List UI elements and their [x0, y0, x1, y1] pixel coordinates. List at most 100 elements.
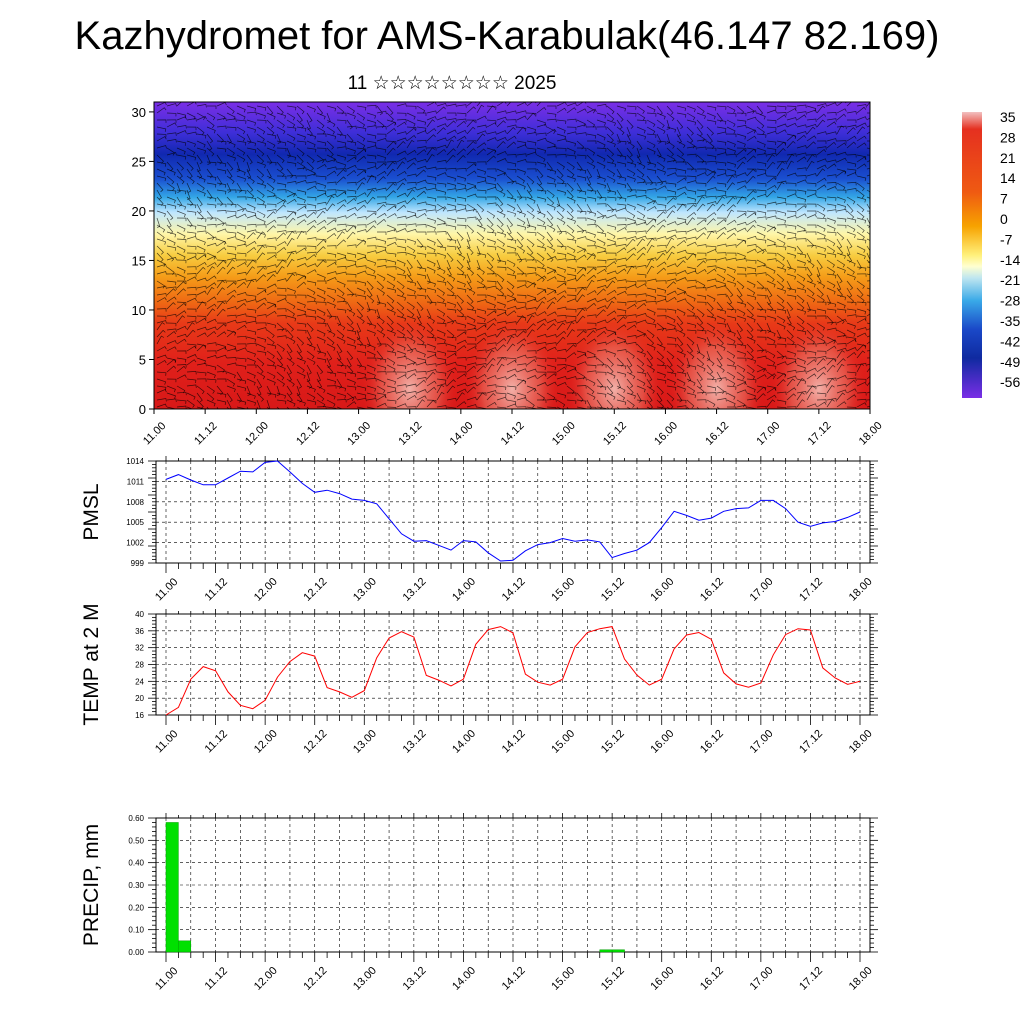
panel-y-tick-label: 32 — [135, 644, 144, 653]
precip-bar — [599, 949, 613, 953]
panel-x-tick-label: 12.12 — [301, 576, 329, 604]
colorbar-label: 0 — [1000, 211, 1008, 227]
panel-x-tick-label: 18.00 — [847, 576, 875, 604]
panel-x-tick-label: 12.12 — [301, 728, 329, 756]
panel-grid — [156, 613, 870, 716]
precip-bar — [178, 940, 192, 953]
panel-ylabel: TEMP at 2 M — [80, 603, 103, 725]
panel-y-tick-label: 28 — [135, 661, 144, 670]
panel-x-tick-label: 14.00 — [450, 965, 478, 993]
colorbar-label: -21 — [1000, 272, 1020, 288]
colorbar-label: -7 — [1000, 231, 1013, 247]
heatmap-x-tick-label: 12.12 — [294, 420, 322, 448]
precip-bar — [611, 949, 625, 953]
panel-x-tick-label: 17.12 — [797, 965, 825, 993]
panel-x-tick-label: 17.00 — [748, 728, 776, 756]
heatmap-y-tick-label: 25 — [132, 154, 146, 169]
colorbar-label: 28 — [1000, 129, 1016, 145]
heatmap-x-tick-label: 15.12 — [601, 420, 629, 448]
heatmap-x-tick-label: 18.00 — [857, 420, 885, 448]
colorbar-label: -14 — [1000, 252, 1020, 268]
heatmap-x-tick-label: 14.00 — [448, 420, 476, 448]
panel-ylabel: PRECIP, mm — [80, 824, 103, 946]
panel-x-tick-label: 12.12 — [301, 965, 329, 993]
panel-y-tick-label: 0.30 — [128, 881, 144, 890]
panel-x-tick-label: 12.00 — [252, 576, 280, 604]
panel-x-tick-label: 11.00 — [153, 728, 180, 755]
heatmap-y-tick-label: 20 — [132, 204, 146, 219]
panel-x-tick-label: 15.00 — [549, 728, 577, 756]
panel-precip: 0.00 0.10 0.20 0.30 0.40 0.50 0.60 11.00 11.12 12… — [80, 813, 878, 993]
panel-x-tick-label: 18.00 — [847, 965, 875, 993]
panel-x-tick-label: 11.12 — [203, 965, 230, 992]
heatmap-y-tick-label: 0 — [139, 402, 146, 417]
heatmap-x-tick-label: 17.00 — [754, 420, 782, 448]
panel-y-tick-label: 1008 — [126, 498, 144, 507]
heatmap-x-tick-label: 14.12 — [499, 420, 527, 448]
panel-x-tick-label: 16.12 — [698, 576, 726, 604]
page-subtitle: 11 ☆☆☆☆☆☆☆☆ 2025 — [347, 73, 557, 94]
heatmap-x-tick-label: 17.12 — [806, 420, 834, 448]
colorbar-label: -49 — [1000, 354, 1020, 370]
panel-x-tick-label: 18.00 — [847, 728, 875, 756]
panel-x-tick-label: 17.00 — [748, 576, 776, 604]
panel-y-tick-label: 16 — [135, 711, 144, 720]
panel-y-tick-label: 1002 — [126, 539, 144, 548]
panel-x-tick-label: 13.00 — [351, 576, 379, 604]
colorbar-label: 14 — [1000, 170, 1016, 186]
panel-x-tick-label: 13.12 — [401, 965, 429, 993]
heatmap-x-tick-label: 13.12 — [396, 420, 424, 448]
panel-x-tick-label: 11.12 — [203, 576, 230, 603]
panel-y-tick-label: 1011 — [127, 477, 145, 486]
heatmap-y-tick-label: 5 — [139, 352, 146, 367]
heatmap-y-tick-label: 30 — [132, 105, 146, 120]
panel-x-tick-label: 17.00 — [748, 965, 776, 993]
precip-bar — [165, 822, 179, 953]
series-line — [165, 460, 861, 562]
panel-x-tick-label: 13.12 — [401, 728, 429, 756]
panel-y-tick-label: 20 — [135, 694, 144, 703]
panel-y-tick-label: 36 — [135, 627, 144, 636]
heatmap-x-tick-label: 16.12 — [703, 420, 731, 448]
panel-y-tick-label: 1014 — [126, 457, 144, 466]
panel-y-tick-label: 0.10 — [128, 926, 144, 935]
panel-x-tick-label: 11.12 — [203, 728, 230, 755]
colorbar-label: 7 — [1000, 191, 1008, 207]
panel-x-tick-label: 17.12 — [797, 576, 825, 604]
panel-x-tick-label: 14.12 — [500, 965, 528, 993]
panel-x-tick-label: 15.12 — [599, 965, 627, 993]
panel-x-tick-label: 13.00 — [351, 728, 379, 756]
panel-y-tick-label: 999 — [131, 559, 145, 568]
heatmap-x-tick-label: 12.00 — [243, 420, 271, 448]
panel-y-tick-label: 24 — [135, 677, 144, 686]
panel-x-tick-label: 15.12 — [599, 728, 627, 756]
panel-x-tick-label: 15.00 — [549, 576, 577, 604]
heatmap-field — [154, 102, 870, 409]
page-title: Kazhydromet for AMS-Karabulak(46.147 82.… — [74, 14, 940, 58]
colorbar-label: -28 — [1000, 293, 1020, 309]
panel-x-tick-label: 14.00 — [450, 576, 478, 604]
panel-x-tick-label: 14.12 — [500, 728, 528, 756]
panel-y-tick-label: 0.50 — [128, 836, 144, 845]
colorbar — [962, 112, 982, 398]
heatmap-x-tick-label: 11.12 — [192, 420, 219, 447]
panel-x-tick-label: 12.00 — [252, 728, 280, 756]
colorbar-label: 21 — [1000, 150, 1016, 166]
panel-x-tick-label: 14.00 — [450, 728, 478, 756]
heatmap-y-tick-label: 15 — [132, 253, 146, 268]
panel-x-tick-label: 16.12 — [698, 728, 726, 756]
panel-x-tick-label: 11.00 — [153, 965, 180, 992]
panel-grid — [156, 817, 870, 953]
colorbar-label: 35 — [1000, 109, 1016, 125]
warm-maximum-4 — [770, 319, 867, 409]
panel-y-tick-label: 0.20 — [128, 903, 144, 912]
panel-grid — [156, 460, 870, 564]
panel-x-tick-label: 15.00 — [549, 965, 577, 993]
panel-x-tick-label: 13.00 — [351, 965, 379, 993]
heatmap-x-tick-label: 16.00 — [652, 420, 680, 448]
panel-x-tick-label: 14.12 — [500, 576, 528, 604]
panel-y-tick-label: 40 — [135, 610, 144, 619]
panel-y-tick-label: 0.60 — [128, 814, 144, 823]
